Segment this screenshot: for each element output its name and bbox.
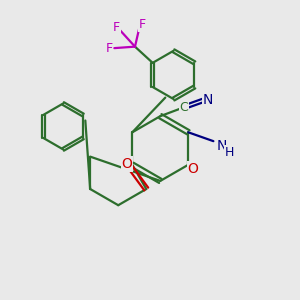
Text: F: F (106, 42, 112, 55)
Text: N: N (216, 140, 227, 154)
Text: C: C (179, 101, 188, 114)
Text: N: N (203, 93, 213, 107)
Text: O: O (187, 162, 198, 176)
Text: F: F (113, 21, 120, 34)
Text: O: O (122, 157, 133, 171)
Text: F: F (139, 18, 146, 31)
Text: H: H (225, 146, 234, 159)
